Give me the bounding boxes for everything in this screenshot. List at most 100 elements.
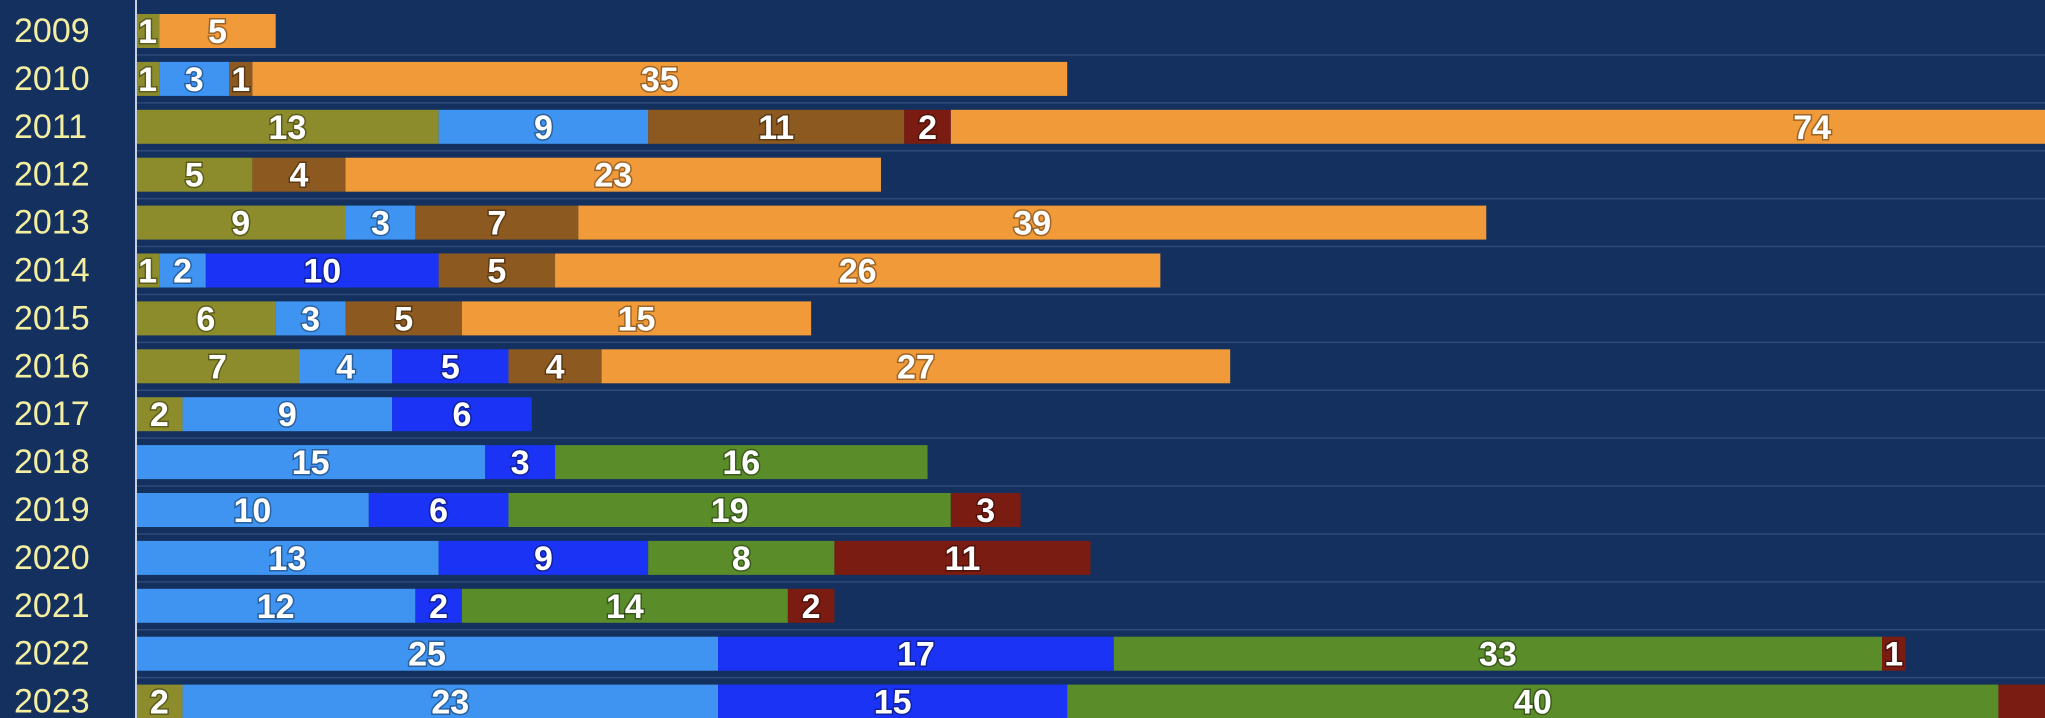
- bar-segment: [345, 301, 462, 336]
- value-label: 10: [233, 492, 271, 530]
- y-tick-label: 2015: [14, 299, 90, 337]
- value-label: 27: [897, 348, 935, 386]
- bar-segment: [298, 349, 393, 384]
- bar-segment: [136, 301, 276, 336]
- value-label: 35: [641, 61, 679, 99]
- y-tick-label: 2014: [14, 252, 90, 290]
- value-label: 6: [452, 396, 471, 434]
- value-label: 15: [292, 444, 330, 482]
- bar-segment: [229, 61, 253, 96]
- value-label: 5: [441, 348, 460, 386]
- bar-segment: [159, 61, 230, 96]
- bar-segment: [345, 205, 416, 240]
- row-separators: [136, 54, 2045, 679]
- bar-segment: [159, 14, 276, 48]
- value-label: 17: [897, 636, 935, 674]
- value-label: 2: [429, 588, 448, 626]
- bar-segment: [787, 588, 835, 623]
- y-tick-label: 2012: [14, 156, 90, 194]
- value-label: 2: [918, 109, 937, 147]
- bar-segment: [834, 540, 1091, 575]
- bar-segment: [485, 445, 556, 480]
- bar-segment: [555, 253, 1161, 288]
- value-label: 40: [1514, 684, 1552, 718]
- value-label: 2: [150, 396, 169, 434]
- bar-segment: [182, 397, 393, 432]
- value-label: 33: [1479, 636, 1517, 674]
- value-label: 2: [173, 253, 192, 291]
- y-tick-label: 2009: [14, 12, 90, 50]
- value-label: 3: [185, 61, 204, 99]
- bar-segment: [136, 14, 160, 48]
- bar-segment: [345, 157, 881, 192]
- bar-segment: [461, 301, 812, 336]
- value-label: 16: [722, 444, 760, 482]
- y-tick-label: 2020: [14, 539, 90, 577]
- bar-segment: [136, 349, 299, 384]
- bar-segment: [1998, 684, 2045, 718]
- bar-segment: [648, 540, 835, 575]
- value-label: 11: [758, 109, 794, 147]
- bar-segment: [508, 493, 951, 527]
- value-label: 8: [732, 540, 751, 578]
- value-label: 13: [268, 109, 306, 147]
- value-label: 7: [208, 348, 227, 386]
- bar-segment: [601, 349, 1231, 384]
- value-label: 14: [606, 588, 644, 626]
- value-label: 1: [138, 253, 157, 291]
- bar-segment: [136, 540, 439, 575]
- bar-segment: [392, 397, 532, 432]
- value-label: 6: [196, 300, 215, 338]
- y-tick-label: 2023: [14, 683, 90, 718]
- value-label: 11: [944, 540, 980, 578]
- y-tick-label: 2019: [14, 491, 90, 529]
- y-tick-label: 2013: [14, 204, 90, 242]
- bar-segment: [136, 588, 416, 623]
- bar-segment: [1067, 684, 1999, 718]
- value-label: 3: [371, 205, 390, 243]
- value-label: 26: [839, 253, 877, 291]
- bar-segment: [136, 684, 183, 718]
- value-label: 1: [1884, 636, 1903, 674]
- value-label: 5: [487, 253, 506, 291]
- bar-segment: [578, 205, 1487, 240]
- bar-segment: [136, 397, 183, 432]
- value-label: 4: [336, 348, 355, 386]
- value-label: 7: [487, 205, 506, 243]
- bar-segment: [159, 253, 206, 288]
- bar-segment: [205, 253, 439, 288]
- bar-segment: [136, 61, 160, 96]
- value-label: 9: [534, 109, 553, 147]
- value-label: 2: [802, 588, 821, 626]
- bar-segment: [1113, 636, 1883, 671]
- y-tick-label: 2021: [14, 587, 90, 625]
- value-label: 15: [874, 684, 912, 718]
- y-tick-label: 2017: [14, 395, 90, 433]
- bar-segment: [1882, 636, 1906, 671]
- value-label: 2: [150, 684, 169, 718]
- bar-segment: [438, 109, 649, 144]
- bar-segment: [275, 301, 346, 336]
- y-tick-label: 2018: [14, 443, 90, 481]
- value-label: 1: [138, 13, 157, 51]
- value-label: 15: [618, 300, 656, 338]
- value-label: 6: [429, 492, 448, 530]
- bar-segment: [136, 636, 719, 671]
- value-label: 1: [138, 61, 157, 99]
- bar-segment: [904, 109, 951, 144]
- bar-segment: [415, 205, 579, 240]
- bar-segment: [136, 109, 439, 144]
- bar-segment: [136, 157, 253, 192]
- bar-segment: [392, 349, 509, 384]
- bar-segment: [368, 493, 509, 527]
- bar-segment: [461, 588, 788, 623]
- value-label: 3: [301, 300, 320, 338]
- value-label: 10: [303, 253, 341, 291]
- value-label: 3: [511, 444, 530, 482]
- bar-segment: [252, 157, 346, 192]
- bar-segment: [136, 493, 369, 527]
- bar-segment: [136, 253, 160, 288]
- bar-segment: [555, 445, 928, 480]
- category-labels: 2009 2010 2011 2012 2013 2014 2015 2016 2017 2018…: [14, 12, 90, 718]
- value-label: 23: [594, 157, 632, 195]
